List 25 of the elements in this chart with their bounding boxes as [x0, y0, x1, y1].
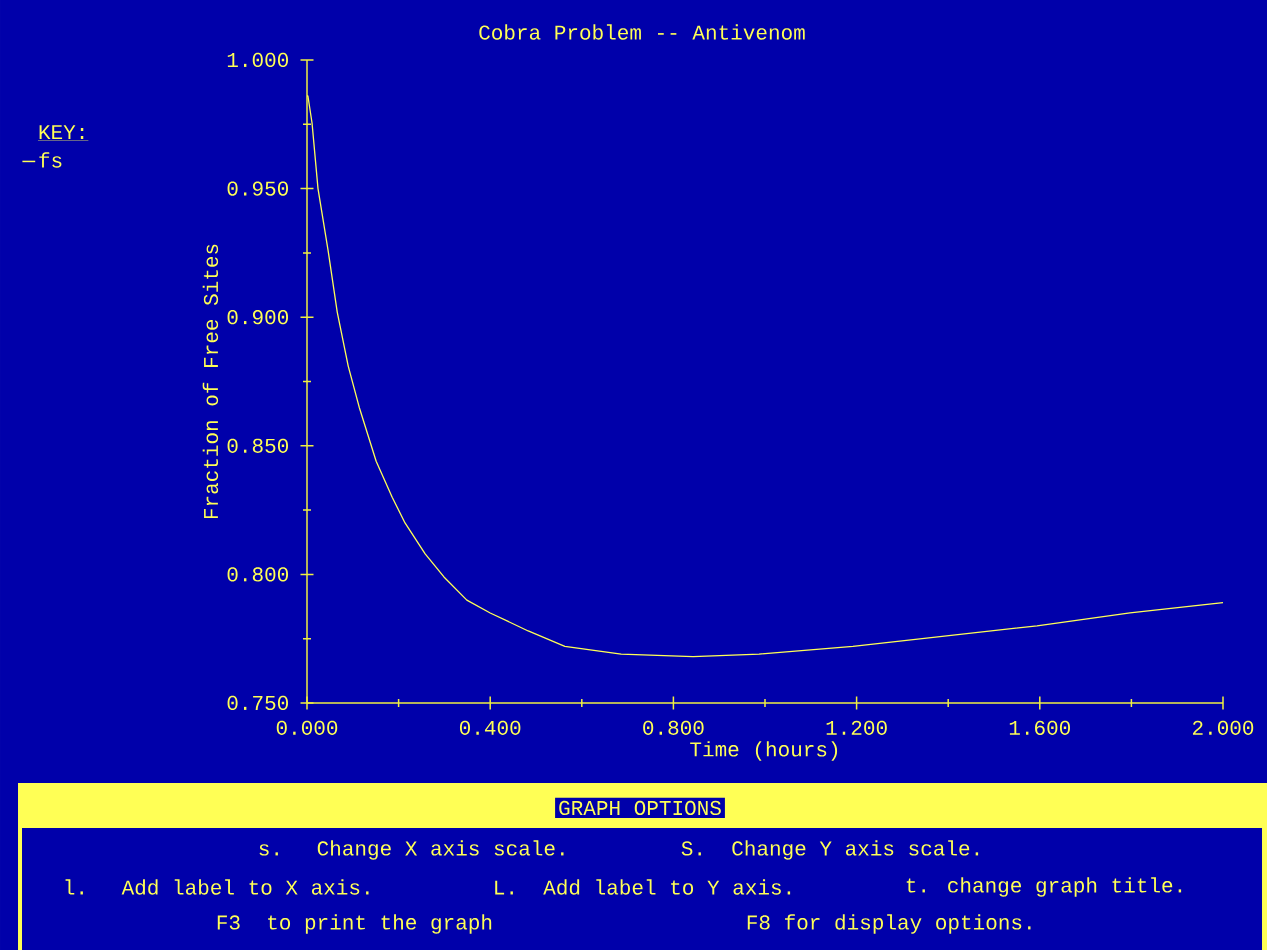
y-tick-label: 0.800 [227, 567, 288, 582]
text: l. Add label to X axis. [65, 879, 369, 895]
y-tick-label: 1.000 [227, 52, 288, 68]
text: F3 to print the graph [217, 914, 492, 934]
x-tick-label: 0.400 [459, 720, 521, 735]
y-tick-label: 0.850 [227, 438, 288, 453]
x-tick-label: 0.000 [276, 720, 338, 735]
y-tick-label: 0.750 [227, 695, 288, 711]
y-tick-label: 0.900 [227, 310, 288, 325]
y-axis-title: Fraction of Free Sites [202, 244, 219, 519]
legend-label: fs [39, 152, 62, 168]
x-tick-label: 0.800 [643, 720, 704, 735]
text: GRAPH OPTIONS [559, 800, 721, 816]
text: S. Change Y axis scale. [681, 840, 979, 860]
legend-title: KEY: [39, 125, 84, 140]
text: s. Change X axis scale. [259, 840, 564, 860]
chart-title: Cobra Problem -- Antivenom [479, 24, 805, 40]
x-axis-title: Time (hours) [690, 741, 838, 761]
x-tick-label: 1.600 [1009, 720, 1070, 735]
y-tick-label: 0.950 [227, 181, 288, 196]
text: F8 for display options. [747, 914, 1031, 934]
x-tick-label: 1.200 [826, 720, 887, 735]
text: t. change graph title. [906, 877, 1182, 897]
text: L. Add label to Y axis. [495, 879, 791, 895]
x-tick-label: 2.000 [1192, 720, 1254, 735]
